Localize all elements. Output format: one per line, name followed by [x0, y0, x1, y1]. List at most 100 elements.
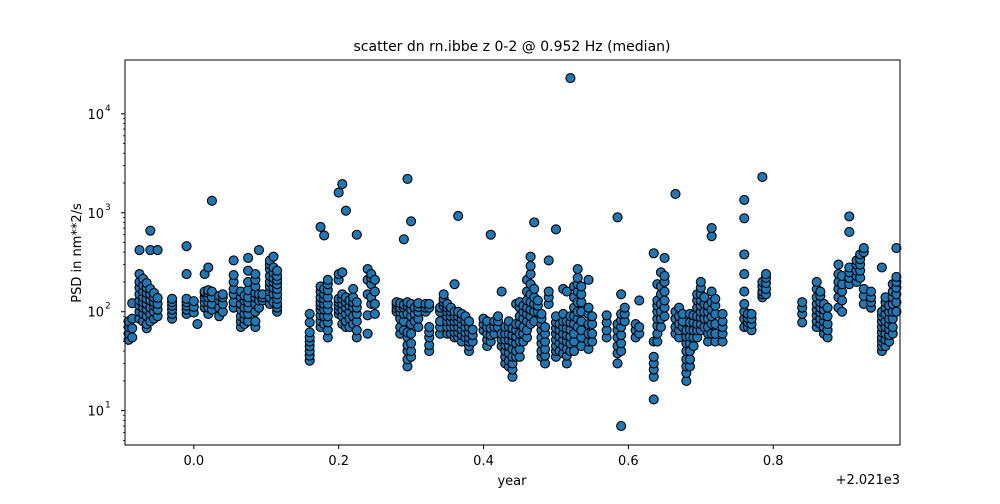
y-axis-label: PSD in nm**2/s — [70, 203, 85, 303]
data-point — [145, 225, 156, 236]
data-point — [351, 229, 362, 240]
data-point — [449, 279, 460, 290]
data-point — [351, 297, 362, 308]
data-point — [887, 322, 898, 333]
data-point — [319, 230, 330, 241]
data-point — [717, 308, 728, 319]
data-point — [659, 270, 670, 281]
data-point — [369, 286, 380, 297]
data-point — [536, 308, 547, 319]
data-point — [876, 262, 887, 273]
y-tick-label: 10 — [87, 207, 104, 222]
data-point — [228, 255, 239, 266]
data-point — [797, 317, 808, 328]
data-point — [496, 286, 507, 297]
data-point — [659, 252, 670, 263]
data-point — [362, 328, 373, 339]
data-point — [398, 234, 409, 245]
data-point — [406, 338, 417, 349]
data-point — [206, 195, 217, 206]
x-tick-label: 0.0 — [183, 454, 204, 469]
data-point — [529, 217, 540, 228]
data-point — [760, 269, 772, 280]
data-point — [485, 229, 496, 240]
data-point — [746, 308, 757, 319]
data-point — [684, 354, 696, 365]
data-point — [268, 251, 279, 262]
data-point — [688, 340, 699, 352]
data-point — [467, 324, 478, 335]
data-point — [525, 251, 536, 262]
data-point — [601, 310, 612, 321]
data-point — [815, 286, 826, 297]
data-point — [492, 311, 504, 322]
data-point — [463, 316, 475, 327]
data-point — [844, 226, 855, 238]
data-point — [543, 286, 554, 297]
data-point — [181, 269, 192, 280]
data-point — [340, 205, 351, 216]
data-point — [167, 293, 178, 304]
data-point — [616, 289, 627, 300]
x-tick-label: 0.6 — [618, 454, 639, 469]
y-tick-exponent: 4 — [105, 104, 111, 114]
data-point — [337, 179, 348, 190]
data-point — [369, 274, 380, 285]
data-point — [572, 263, 583, 275]
data-point — [822, 311, 833, 322]
data-point — [413, 322, 424, 333]
data-point — [648, 351, 659, 362]
data-point — [127, 332, 138, 343]
x-tick-label: 0.8 — [763, 454, 784, 469]
data-point — [134, 245, 145, 256]
data-point — [217, 289, 228, 300]
data-point — [612, 358, 623, 369]
data-point — [739, 249, 750, 260]
data-point — [333, 187, 344, 198]
data-point — [648, 394, 659, 405]
data-point — [565, 72, 576, 84]
data-point — [844, 211, 855, 222]
data-point — [739, 298, 750, 309]
data-point — [583, 274, 594, 285]
data-point — [583, 302, 594, 313]
data-point — [833, 259, 844, 270]
data-point — [634, 295, 645, 306]
data-point — [659, 286, 670, 297]
data-point — [891, 271, 902, 282]
data-point — [695, 276, 706, 288]
data-point — [250, 316, 261, 327]
data-point — [348, 283, 359, 294]
data-point — [891, 306, 902, 317]
data-point — [706, 223, 717, 234]
data-point — [634, 322, 645, 333]
data-point — [438, 289, 449, 300]
data-point — [369, 308, 380, 319]
data-point — [757, 171, 768, 183]
data-point — [670, 188, 681, 199]
data-point — [569, 346, 580, 357]
data-point — [406, 328, 417, 339]
data-point — [655, 322, 667, 333]
y-tick-exponent: 3 — [105, 203, 111, 213]
x-axis-label: year — [497, 474, 527, 489]
data-point — [576, 281, 587, 292]
data-point — [272, 265, 283, 276]
data-point — [243, 252, 254, 263]
data-point — [550, 224, 562, 235]
data-point — [891, 243, 902, 254]
x-axis-offset-label: +2.021e3 — [836, 473, 900, 488]
data-point — [315, 221, 326, 232]
data-point — [587, 328, 598, 339]
y-tick-label: 10 — [87, 405, 104, 420]
y-tick-label: 10 — [87, 108, 104, 123]
data-point — [648, 248, 659, 259]
data-point — [453, 210, 464, 221]
data-points — [123, 72, 902, 432]
data-point — [424, 322, 435, 333]
data-point — [304, 327, 315, 338]
